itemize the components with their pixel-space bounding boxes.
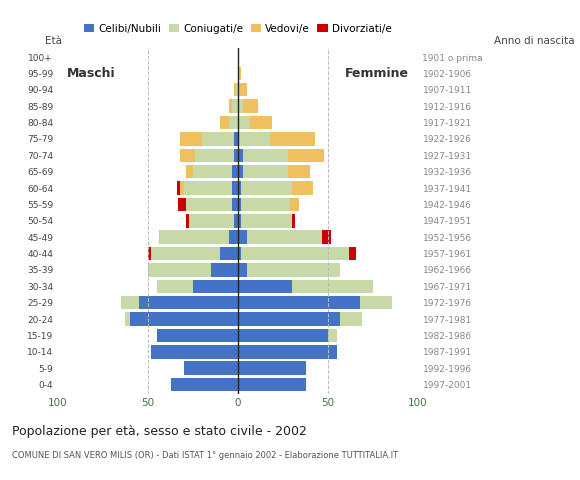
Bar [340,312,362,326]
Text: Femmine: Femmine [345,67,408,80]
Bar [238,132,270,145]
Text: Maschi: Maschi [67,67,115,80]
Bar [238,280,292,293]
Text: COMUNE DI SAN VERO MILIS (OR) - Dati ISTAT 1° gennaio 2002 - Elaborazione TUTTIT: COMUNE DI SAN VERO MILIS (OR) - Dati IST… [12,451,398,460]
Bar [238,296,360,310]
Bar [180,132,202,145]
Bar [238,67,240,80]
Bar [238,345,336,359]
Bar [349,247,357,260]
Bar [189,214,234,228]
Bar [151,345,238,359]
Bar [234,83,236,96]
Bar [125,312,130,326]
Bar [195,149,234,162]
Bar [241,198,290,211]
Bar [238,198,241,211]
Bar [234,149,238,162]
Bar [238,149,243,162]
Bar [148,263,211,276]
Bar [211,263,238,276]
Bar [229,230,238,244]
Bar [233,99,238,113]
Bar [238,361,306,375]
Bar [238,165,243,179]
Bar [240,67,241,80]
Bar [202,132,234,145]
Bar [177,181,180,195]
Bar [161,230,229,244]
Bar [229,116,238,129]
Bar [157,329,238,342]
Bar [148,247,151,260]
Bar [193,280,238,293]
Bar [238,83,240,96]
Bar [238,263,246,276]
Bar [220,247,238,260]
Bar [288,149,324,162]
Bar [288,165,310,179]
Text: Popolazione per età, sesso e stato civile - 2002: Popolazione per età, sesso e stato civil… [12,425,306,438]
Bar [184,181,233,195]
Bar [270,132,315,145]
Bar [157,280,193,293]
Bar [159,230,161,244]
Text: Anno di nascita: Anno di nascita [494,36,574,46]
Bar [193,165,233,179]
Bar [220,116,229,129]
Bar [171,378,238,391]
Bar [121,296,139,310]
Bar [328,329,336,342]
Bar [238,181,241,195]
Bar [246,263,340,276]
Bar [236,83,238,96]
Bar [292,280,372,293]
Bar [238,230,246,244]
Bar [179,198,186,211]
Bar [360,296,393,310]
Legend: Celibi/Nubili, Coniugati/e, Vedovi/e, Divorziati/e: Celibi/Nubili, Coniugati/e, Vedovi/e, Di… [82,22,394,36]
Bar [241,214,292,228]
Bar [233,198,238,211]
Bar [238,99,243,113]
Bar [186,198,233,211]
Bar [290,198,299,211]
Bar [246,230,322,244]
Bar [292,181,313,195]
Bar [151,247,220,260]
Bar [243,99,258,113]
Bar [233,165,238,179]
Bar [238,329,328,342]
Bar [186,165,193,179]
Bar [251,116,272,129]
Bar [241,247,349,260]
Bar [240,83,246,96]
Bar [233,181,238,195]
Bar [184,361,238,375]
Bar [130,312,238,326]
Bar [238,247,241,260]
Bar [238,312,340,326]
Bar [322,230,331,244]
Bar [241,181,292,195]
Bar [186,214,189,228]
Bar [139,296,238,310]
Text: Età: Età [45,36,63,46]
Bar [238,214,241,228]
Bar [292,214,295,228]
Bar [234,214,238,228]
Bar [180,181,184,195]
Bar [243,149,288,162]
Bar [238,116,251,129]
Bar [243,165,288,179]
Bar [234,132,238,145]
Bar [180,149,195,162]
Bar [238,378,306,391]
Bar [229,99,233,113]
